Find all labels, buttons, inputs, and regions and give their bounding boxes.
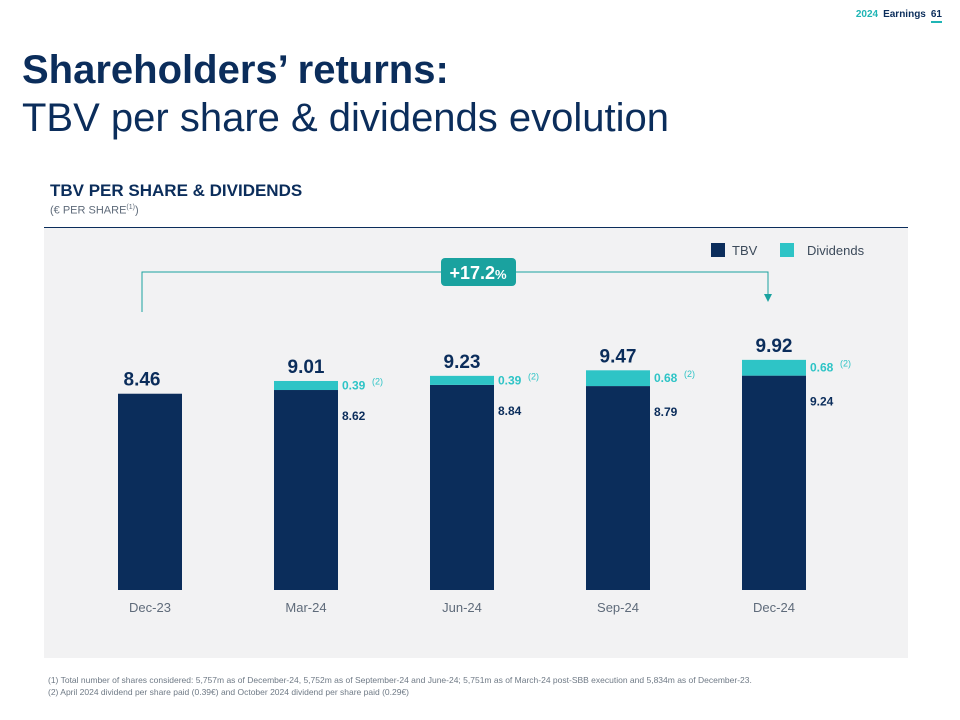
page-subtitle: TBV per share & dividends evolution: [22, 96, 670, 140]
page-header: 2024 Earnings 61: [856, 9, 942, 23]
tbv-value-label: 8.79: [654, 405, 678, 419]
legend-label-tbv: TBV: [732, 243, 758, 258]
growth-arrow-head: [764, 294, 772, 302]
tbv-bar: [430, 384, 494, 590]
dividend-footnote-ref: (2): [684, 369, 695, 379]
total-value-label: 9.01: [288, 357, 325, 378]
chart-section-subtitle: (€ PER SHARE(1)): [50, 204, 139, 217]
x-tick-label: Dec-23: [129, 600, 171, 615]
tbv-value-label: 8.62: [342, 409, 366, 423]
page-title: Shareholders’ returns:: [22, 48, 449, 92]
legend-swatch-tbv: [711, 243, 725, 257]
x-tick-label: Jun-24: [442, 600, 482, 615]
total-value-label: 9.47: [600, 346, 637, 367]
growth-value: +17.2: [449, 263, 495, 283]
dividend-footnote-ref: (2): [840, 359, 851, 369]
page-number: 61: [930, 9, 942, 23]
dividend-bar: [430, 375, 494, 385]
x-tick-label: Sep-24: [597, 600, 639, 615]
dividend-bar: [586, 370, 650, 387]
footnote-1: (1) Total number of shares considered: 5…: [48, 675, 752, 685]
dividend-bar: [274, 380, 338, 391]
unit-close: ): [134, 204, 139, 217]
dividend-value-label: 0.39: [498, 373, 522, 387]
dividend-footnote-ref: (2): [528, 371, 539, 381]
x-tick-label: Mar-24: [285, 600, 326, 615]
growth-unit: %: [495, 267, 507, 282]
total-value-label: 9.92: [756, 336, 793, 357]
total-value-label: 8.46: [124, 370, 161, 391]
tbv-bar: [118, 393, 182, 590]
tbv-bar: [586, 386, 650, 590]
total-value-label: 9.23: [444, 352, 481, 373]
chart-section-title: TBV PER SHARE & DIVIDENDS: [50, 181, 303, 200]
dividend-value-label: 0.68: [810, 361, 834, 375]
tbv-bar: [742, 375, 806, 590]
header-year: 2024: [855, 9, 879, 20]
dividend-value-label: 0.68: [654, 371, 678, 385]
unit-footnote-ref: (1): [126, 204, 135, 211]
tbv-bar: [274, 390, 338, 590]
section-divider: [44, 227, 908, 228]
growth-label: +17.2%: [449, 263, 507, 283]
legend-swatch-dividends: [780, 243, 794, 257]
dividend-value-label: 0.39: [342, 378, 366, 392]
tbv-value-label: 8.84: [498, 404, 522, 418]
footnote-2: (2) April 2024 dividend per share paid (…: [48, 686, 410, 697]
tbv-value-label: 9.24: [810, 395, 834, 409]
dividend-footnote-ref: (2): [372, 376, 383, 386]
x-tick-label: Dec-24: [753, 600, 795, 615]
growth-badge: [441, 258, 516, 286]
footnotes: (1) Total number of shares considered: 5…: [48, 675, 752, 698]
dividend-bar: [742, 359, 806, 376]
unit-text: (€ PER SHARE: [50, 204, 127, 217]
header-label: Earnings: [883, 9, 926, 20]
legend-label-dividends: Dividends: [807, 243, 865, 258]
